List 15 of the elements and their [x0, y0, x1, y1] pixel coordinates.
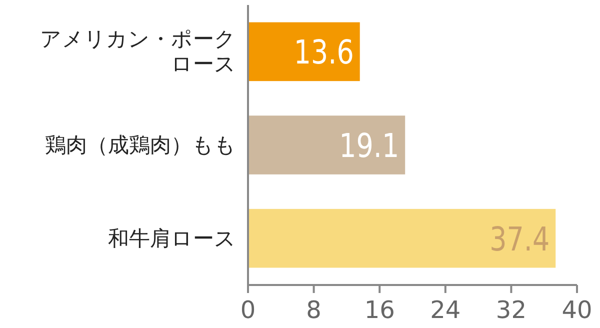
y-tick-label: 和牛肩ロース: [108, 226, 236, 250]
bar: [248, 208, 556, 268]
x-tick-label: 0: [240, 296, 256, 324]
bar: [248, 22, 360, 82]
x-tick-label: 16: [364, 296, 395, 324]
x-tick-label: 24: [430, 296, 461, 324]
y-tick-label: アメリカン・ポークロース: [40, 27, 236, 76]
x-tick-label: 40: [562, 296, 592, 324]
bar: [248, 116, 406, 174]
x-tick-label: 32: [496, 296, 526, 324]
y-tick-label: 鶏肉（成鶏肉）もも: [45, 133, 236, 157]
data-label: 13.6: [294, 32, 368, 72]
data-label: 37.4: [490, 219, 564, 258]
data-label: 19.1: [339, 126, 413, 165]
x-tick-label: 8: [306, 296, 322, 324]
